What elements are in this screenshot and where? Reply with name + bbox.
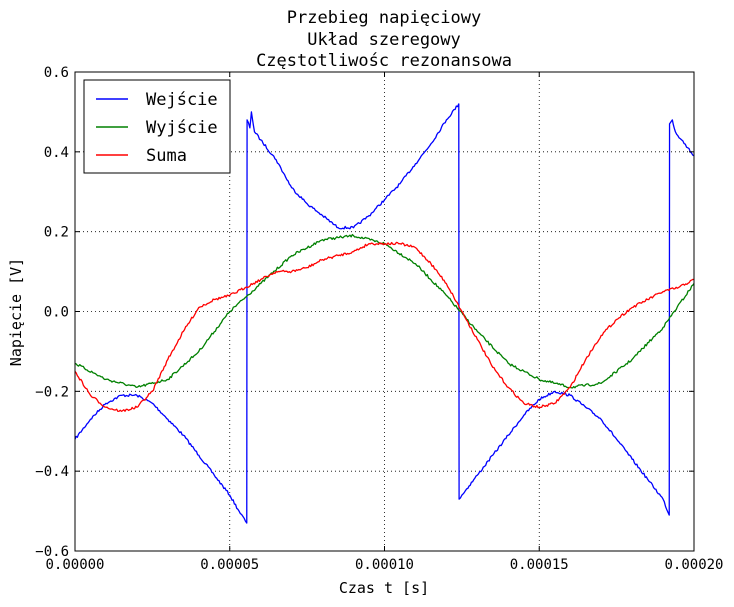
plot-lines	[74, 103, 695, 524]
series-line-3	[74, 241, 695, 413]
legend-label: Suma	[146, 146, 187, 166]
x-tick-label: 0.00015	[510, 557, 569, 573]
x-tick-label: 0.00005	[200, 557, 259, 573]
y-tick-label: 0.4	[44, 145, 69, 161]
x-axis-label: Czas t [s]	[339, 579, 429, 597]
series-line-1	[74, 103, 695, 524]
x-tick-label: 0.00000	[45, 557, 104, 573]
chart-title: Przebieg napięciowy Układ szeregowy Częs…	[256, 8, 512, 71]
y-axis-label: Napięcie [V]	[7, 258, 25, 366]
legend-label: Wejście	[146, 90, 218, 110]
chart-title-line-1: Przebieg napięciowy	[287, 8, 481, 28]
y-tick-label: −0.4	[35, 464, 69, 480]
x-tick-label: 0.00020	[664, 557, 723, 573]
y-tick-label: −0.2	[35, 384, 69, 400]
axis-ticks: 0.00000 0.00005 0.00010 0.00015 0.00020 −0.6 −…	[35, 65, 723, 573]
legend: Wejście Wyjście Suma	[83, 79, 231, 174]
y-tick-label: 0.6	[44, 65, 69, 81]
chart-title-line-3: Częstotliwośc rezonansowa	[256, 51, 512, 71]
legend-label: Wyjście	[146, 118, 218, 138]
y-tick-label: 0.0	[44, 305, 69, 321]
chart-title-line-2: Układ szeregowy	[307, 30, 461, 50]
y-tick-label: 0.2	[44, 225, 69, 241]
y-tick-label: −0.6	[35, 544, 69, 560]
x-tick-label: 0.00010	[355, 557, 414, 573]
